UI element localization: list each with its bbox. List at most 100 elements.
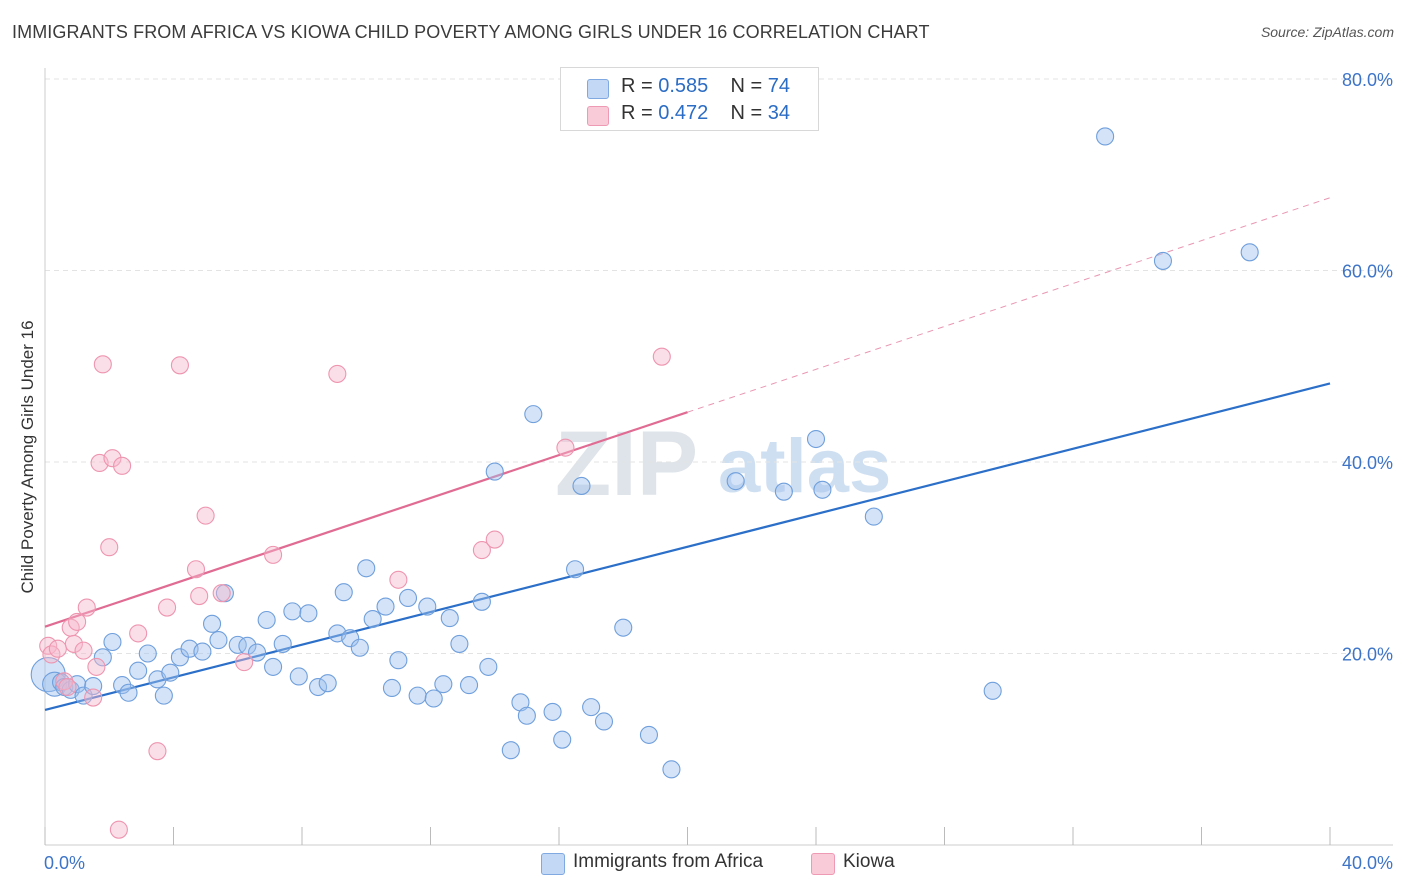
point-africa bbox=[389, 651, 408, 670]
point-africa bbox=[382, 678, 402, 698]
point-kiowa bbox=[93, 355, 112, 374]
point-kiowa bbox=[84, 688, 103, 707]
point-africa bbox=[119, 683, 138, 702]
point-africa bbox=[524, 405, 543, 424]
point-africa bbox=[203, 614, 222, 633]
point-africa bbox=[639, 725, 659, 744]
point-africa bbox=[318, 674, 337, 693]
point-africa bbox=[450, 634, 469, 653]
x-tick-label: 0.0% bbox=[44, 853, 85, 873]
legend-n-label: N = bbox=[730, 75, 768, 97]
point-africa bbox=[161, 663, 180, 682]
point-africa bbox=[594, 712, 614, 731]
point-africa bbox=[1153, 251, 1172, 270]
point-kiowa bbox=[87, 657, 106, 676]
point-kiowa bbox=[48, 639, 67, 658]
point-africa bbox=[363, 609, 382, 629]
point-kiowa bbox=[186, 560, 206, 579]
point-kiowa bbox=[113, 456, 132, 475]
point-africa bbox=[334, 583, 353, 602]
point-africa bbox=[209, 631, 228, 650]
point-kiowa bbox=[170, 356, 189, 375]
y-axis-label: Child Poverty Among Girls Under 16 bbox=[18, 320, 37, 593]
watermark-zip: ZIP bbox=[555, 413, 698, 515]
point-kiowa bbox=[77, 598, 96, 617]
legend-r-label: R = bbox=[621, 75, 659, 97]
point-africa bbox=[138, 644, 157, 663]
point-africa bbox=[341, 629, 360, 648]
point-africa bbox=[247, 643, 267, 662]
point-africa bbox=[93, 648, 112, 667]
point-kiowa bbox=[148, 742, 167, 761]
point-kiowa bbox=[129, 624, 148, 643]
point-africa bbox=[774, 482, 793, 501]
point-kiowa bbox=[196, 506, 215, 525]
point-africa bbox=[408, 686, 427, 705]
series-legend-label-africa: Immigrants from Africa bbox=[573, 851, 764, 872]
point-africa bbox=[614, 618, 633, 637]
trend-line-kiowa bbox=[44, 411, 688, 628]
y-tick-label: 60.0% bbox=[1342, 262, 1393, 282]
point-africa bbox=[434, 675, 453, 694]
point-africa bbox=[806, 429, 826, 449]
point-kiowa bbox=[190, 586, 209, 606]
point-africa bbox=[440, 609, 459, 628]
stats-legend: R = 0.585 N = 74 R = 0.472 N = 34 bbox=[560, 67, 819, 131]
point-kiowa bbox=[68, 612, 87, 631]
point-kiowa bbox=[109, 820, 128, 839]
legend-n-value: 74 bbox=[767, 75, 791, 97]
legend-swatch-africa bbox=[587, 79, 609, 99]
point-africa bbox=[228, 635, 247, 654]
point-africa bbox=[350, 638, 369, 657]
point-kiowa bbox=[556, 438, 575, 457]
chart-source: Source: ZipAtlas.com bbox=[1260, 24, 1394, 40]
point-kiowa bbox=[74, 641, 93, 660]
point-africa bbox=[424, 689, 443, 708]
point-africa bbox=[1240, 243, 1259, 262]
point-africa bbox=[357, 559, 376, 578]
point-africa bbox=[983, 681, 1002, 700]
point-africa bbox=[517, 706, 536, 725]
point-africa bbox=[553, 730, 572, 749]
point-kiowa bbox=[485, 530, 504, 549]
point-kiowa bbox=[58, 677, 77, 697]
point-africa bbox=[543, 702, 562, 721]
point-africa bbox=[42, 671, 68, 697]
legend-swatch-kiowa bbox=[587, 106, 609, 126]
point-africa bbox=[103, 632, 122, 652]
point-kiowa bbox=[158, 598, 177, 617]
legend-text-kiowa: R = 0.472 N = 34 bbox=[621, 102, 790, 125]
point-africa bbox=[472, 592, 491, 611]
point-africa bbox=[726, 472, 745, 491]
trend-line-kiowa-extension bbox=[687, 197, 1331, 413]
point-africa bbox=[154, 686, 173, 705]
point-africa bbox=[1096, 127, 1115, 146]
point-africa bbox=[289, 667, 308, 686]
series-legend-swatch-africa bbox=[541, 853, 565, 875]
point-kiowa bbox=[212, 584, 231, 603]
point-africa bbox=[376, 597, 395, 616]
point-africa bbox=[479, 657, 498, 676]
point-africa bbox=[566, 560, 585, 579]
point-africa bbox=[501, 741, 520, 760]
point-kiowa bbox=[235, 653, 254, 672]
point-africa bbox=[459, 676, 479, 695]
point-africa bbox=[398, 588, 418, 608]
x-tick-label: 40.0% bbox=[1342, 853, 1393, 873]
point-africa bbox=[485, 462, 504, 481]
y-tick-label: 20.0% bbox=[1342, 645, 1393, 665]
point-kiowa bbox=[472, 541, 491, 560]
point-kiowa bbox=[389, 570, 408, 589]
point-africa bbox=[193, 642, 212, 661]
point-kiowa bbox=[64, 634, 83, 653]
point-africa bbox=[662, 760, 681, 779]
point-africa bbox=[264, 657, 283, 676]
point-kiowa bbox=[100, 538, 119, 557]
legend-r-value: 0.472 bbox=[658, 102, 709, 124]
point-africa bbox=[813, 480, 832, 499]
point-kiowa bbox=[652, 347, 671, 366]
chart-title: IMMIGRANTS FROM AFRICA VS KIOWA CHILD PO… bbox=[12, 22, 930, 42]
point-africa bbox=[257, 610, 276, 630]
point-kiowa bbox=[328, 364, 347, 383]
